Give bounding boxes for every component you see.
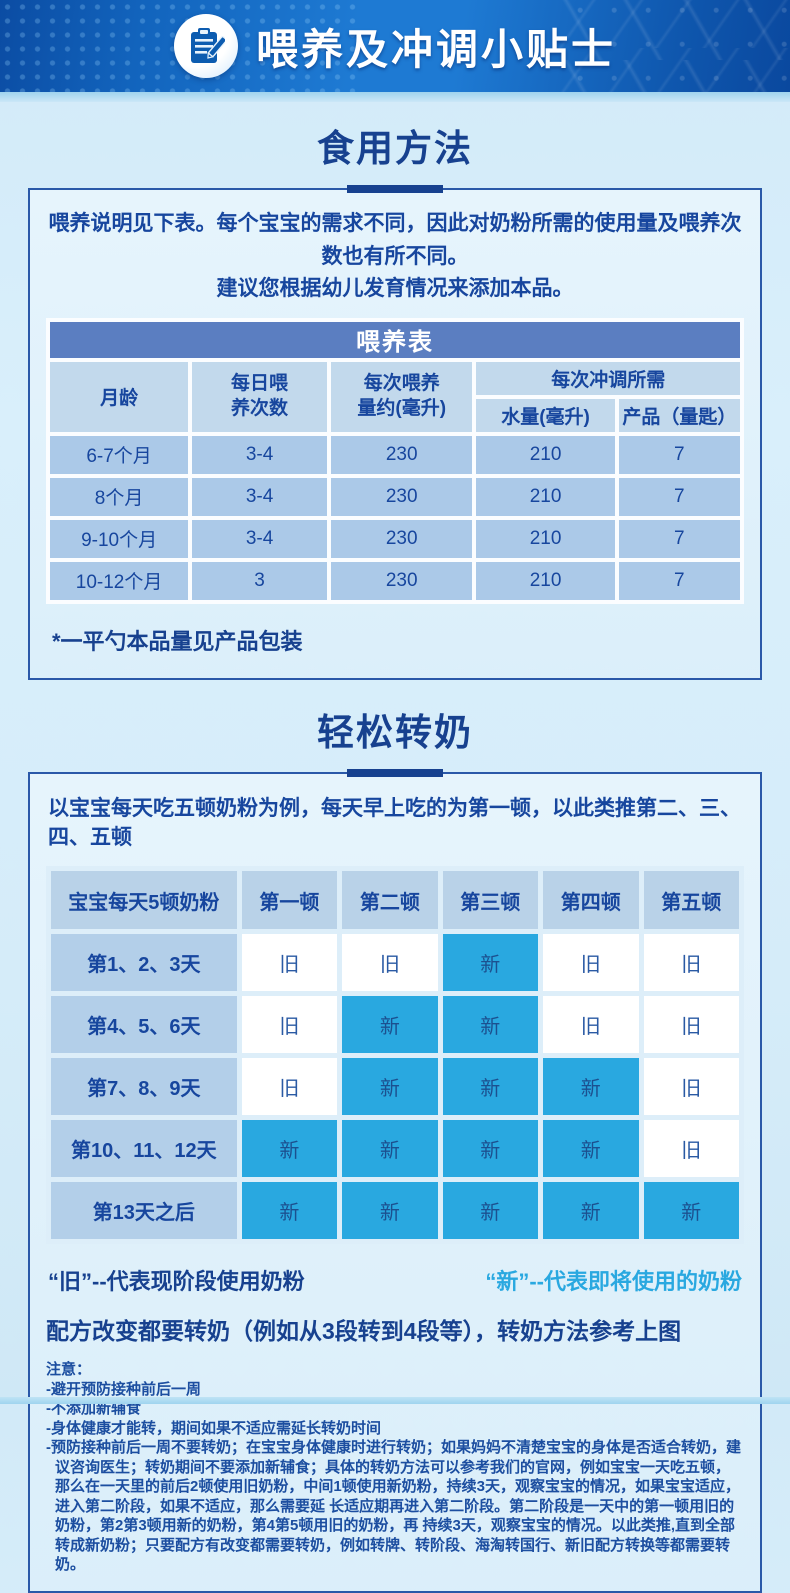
meal-cell: 新 (442, 996, 539, 1054)
usage-intro-text: 喂养说明见下表。每个宝宝的需求不同，因此对奶粉所需的使用量及喂养次数也有所不同。… (48, 212, 742, 301)
cell-scoops: 7 (618, 435, 740, 474)
cell-scoops: 7 (618, 561, 740, 600)
col-header-age: 月龄 (50, 361, 189, 432)
usage-panel: 喂养说明见下表。每个宝宝的需求不同，因此对奶粉所需的使用量及喂养次数也有所不同。… (28, 188, 762, 680)
table-row: 第13天之后 新 新 新 新 新 (51, 1182, 739, 1240)
meal-cell: 旧 (342, 934, 438, 992)
feeding-table-title: 喂养表 (50, 321, 740, 358)
transition-section-title: 轻松转奶 (317, 711, 473, 753)
meal-cell: 旧 (241, 996, 338, 1054)
notice-title: 注意： (46, 1361, 92, 1379)
legend-old-label: “旧”--代表现阶段使用奶粉 (48, 1269, 305, 1295)
col-header-meal-4: 第四顿 (543, 871, 639, 930)
cell-feeds: 3 (192, 561, 327, 600)
col-header-amount: 每次喂养 量约(毫升) (330, 361, 473, 432)
page-title: 喂养及冲调小贴士 (255, 25, 616, 73)
table-row: 第10、11、12天 新 新 新 新 旧 (51, 1120, 739, 1178)
meal-cell: 新 (543, 1182, 639, 1240)
meal-cell: 新 (543, 1058, 639, 1116)
meal-cell: 新 (241, 1182, 338, 1240)
footer-strip (0, 1397, 790, 1404)
legend-new-label: “新”--代表即将使用的奶粉 (485, 1269, 742, 1295)
header-banner: 喂养及冲调小贴士 (0, 0, 790, 92)
cell-amount: 230 (330, 519, 473, 558)
meal-cell: 旧 (643, 1058, 739, 1116)
meal-cell: 旧 (643, 996, 739, 1054)
cell-water: 210 (476, 561, 615, 600)
transition-table: 宝宝每天5顿奶粉 第一顿 第二顿 第三顿 第四顿 第五顿 第1、2、3天 旧 旧… (46, 866, 744, 1245)
meal-cell: 新 (342, 1058, 438, 1116)
feeding-table: 喂养表 月龄 每日喂 养次数 每次喂养 量约(毫升) 每次冲调所需 水量(毫升)… (46, 317, 744, 604)
col-header-water: 水量(毫升) (476, 398, 615, 432)
meal-cell: 新 (543, 1120, 639, 1178)
table-row: 8个月 3-4 230 210 7 (50, 477, 740, 516)
meal-cell: 旧 (643, 1120, 739, 1178)
notice-block: 注意： -避开预防接种前后一周 -不添加新辅食 -身体健康才能转，期间如果不适应… (46, 1360, 744, 1575)
header-content: 喂养及冲调小贴士 (173, 14, 616, 78)
cell-amount: 230 (330, 561, 473, 600)
transition-intro-text: 以宝宝每天吃五顿奶粉为例，每天早上吃的为第一顿，以此类推第二、三、四、五顿 (48, 796, 741, 850)
table-row: 6-7个月 3-4 230 210 7 (50, 435, 740, 474)
col-header-per-prep: 每次冲调所需 (476, 361, 740, 395)
meal-cell: 新 (342, 996, 438, 1054)
meal-cell: 新 (442, 1182, 539, 1240)
row-label: 第4、5、6天 (51, 996, 237, 1054)
row-label: 第7、8、9天 (51, 1058, 237, 1116)
meal-cell: 新 (241, 1120, 338, 1178)
cell-amount: 230 (330, 477, 473, 516)
cell-feeds: 3-4 (192, 477, 327, 516)
meal-cell: 新 (643, 1182, 739, 1240)
formula-change-note: 配方改变都要转奶（例如从3段转到4段等），转奶方法参考上图 (46, 1318, 682, 1345)
cell-scoops: 7 (618, 477, 740, 516)
col-header-meal-3: 第三顿 (442, 871, 539, 930)
row-label: 第10、11、12天 (51, 1120, 237, 1178)
meal-cell: 旧 (241, 1058, 338, 1116)
meal-cell: 新 (442, 1058, 539, 1116)
cell-age: 9-10个月 (50, 519, 189, 558)
table-row: 第7、8、9天 旧 新 新 新 旧 (51, 1058, 739, 1116)
col-header-scoops: 产品（量匙） (618, 398, 740, 432)
row-label: 第13天之后 (51, 1182, 237, 1240)
table-row: 10-12个月 3 230 210 7 (50, 561, 740, 600)
cell-feeds: 3-4 (192, 519, 327, 558)
transition-panel: 以宝宝每天吃五顿奶粉为例，每天早上吃的为第一顿，以此类推第二、三、四、五顿 宝宝… (28, 771, 762, 1593)
meal-cell: 新 (442, 1120, 539, 1178)
col-header-meal-1: 第一顿 (241, 871, 338, 930)
cell-age: 8个月 (50, 477, 189, 516)
table-row: 第1、2、3天 旧 旧 新 旧 旧 (51, 934, 739, 992)
cell-age: 10-12个月 (50, 561, 189, 600)
meal-cell: 旧 (643, 934, 739, 992)
meal-cell: 新 (442, 934, 539, 992)
notice-item: -预防接种前后一周不要转奶；在宝宝身体健康时进行转奶；如果妈妈不清楚宝宝的身体是… (46, 1439, 741, 1574)
col-header-meal-2: 第二顿 (342, 871, 438, 930)
cell-scoops: 7 (618, 519, 740, 558)
cell-amount: 230 (330, 435, 473, 474)
meal-cell: 新 (342, 1120, 438, 1178)
page: { "hero": { "title": "喂养及冲调小贴士" }, "usag… (0, 0, 790, 1404)
clipboard-pen-icon (173, 14, 238, 78)
meal-cell: 旧 (241, 934, 338, 992)
notice-item: -身体健康才能转，期间如果不适应需延长转奶时间 (46, 1419, 381, 1437)
cell-water: 210 (476, 519, 615, 558)
cell-water: 210 (476, 477, 615, 516)
notice-item: -避开预防接种前后一周 (46, 1380, 201, 1398)
col-header-plan: 宝宝每天5顿奶粉 (51, 871, 237, 930)
cell-feeds: 3-4 (192, 435, 327, 474)
cell-age: 6-7个月 (50, 435, 189, 474)
meal-cell: 旧 (543, 934, 639, 992)
legend: “旧”--代表现阶段使用奶粉 “新”--代表即将使用的奶粉 (46, 1264, 744, 1296)
meal-cell: 新 (342, 1182, 438, 1240)
col-header-meal-5: 第五顿 (643, 871, 739, 930)
table-row: 9-10个月 3-4 230 210 7 (50, 519, 740, 558)
table-row: 第4、5、6天 旧 新 新 旧 旧 (51, 996, 739, 1054)
header-bottom-band (0, 92, 790, 102)
meal-cell: 旧 (543, 996, 639, 1054)
row-label: 第1、2、3天 (51, 934, 237, 992)
col-header-daily-feeds: 每日喂 养次数 (192, 361, 327, 432)
usage-section-title: 食用方法 (317, 128, 473, 169)
scoop-footnote: *一平勺本品量见产品包装 (52, 628, 303, 654)
cell-water: 210 (476, 435, 615, 474)
